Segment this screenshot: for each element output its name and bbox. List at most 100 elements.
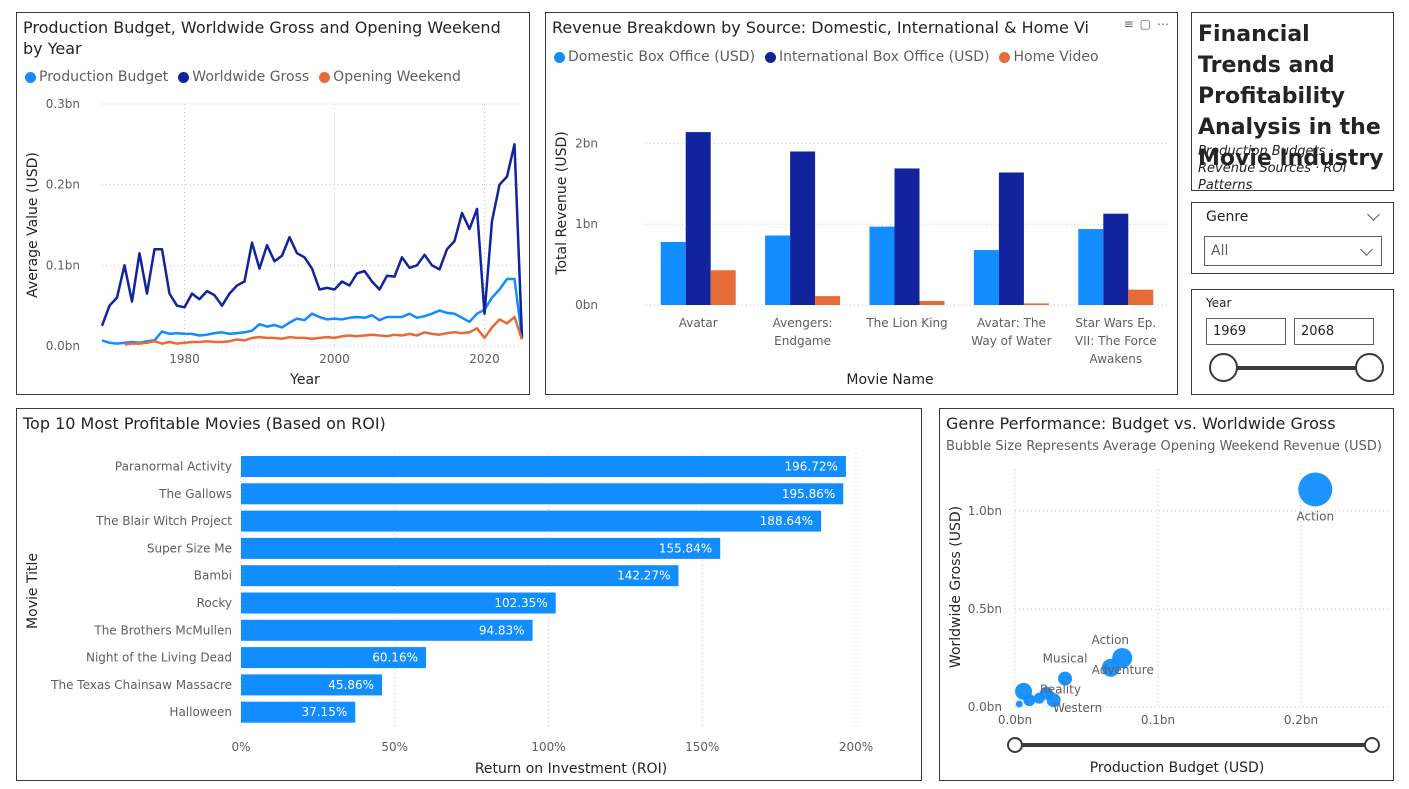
x-tick-label: 2000 <box>319 352 350 366</box>
year-slider-track[interactable] <box>1222 366 1372 370</box>
line-legend-item[interactable]: Production Budget <box>25 69 168 85</box>
year-from-input[interactable]: 1969 <box>1206 318 1286 345</box>
report-subtitle: Production Budgets · Revenue Sources · R… <box>1198 144 1347 193</box>
legend-marker-icon <box>178 71 190 83</box>
column-bar <box>998 172 1024 305</box>
column-bar <box>919 300 945 305</box>
y-axis-title: Movie Title <box>25 553 41 629</box>
genre-dropdown-value: All <box>1211 243 1229 259</box>
y-tick-label: 0.0bn <box>968 700 1002 714</box>
bubble-label: Action <box>1297 509 1335 523</box>
x-category-label: Avengers: <box>773 316 833 330</box>
y-tick-label: 0.0bn <box>46 339 80 353</box>
bar-data-label: 195.86% <box>782 487 835 501</box>
bar-data-label: 94.83% <box>479 623 525 637</box>
roi-bar-panel: Top 10 Most Profitable Movies (Based on … <box>16 408 922 781</box>
series-line <box>100 143 524 338</box>
column-bar <box>1078 229 1104 305</box>
visual-header-icons: ≡ ▢ ⋯ <box>1124 17 1169 31</box>
roi-bar <box>241 565 679 587</box>
y-axis-title: Worldwide Gross (USD) <box>948 506 964 668</box>
year-slider-start-handle[interactable] <box>1209 353 1238 382</box>
x-axis-title: Return on Investment (ROI) <box>475 761 667 777</box>
collapse-chevron-icon[interactable] <box>1367 208 1380 221</box>
x-category-label: Avatar: The <box>977 316 1046 330</box>
year-slicer: Year 1969 2068 <box>1191 289 1394 395</box>
y-category-label: Rocky <box>197 596 232 610</box>
roi-bar-title: Top 10 Most Profitable Movies (Based on … <box>23 414 386 433</box>
bar-data-label: 196.72% <box>785 460 838 474</box>
x-category-label: Awakens <box>1089 352 1142 366</box>
column-chart-panel: Revenue Breakdown by Source: Domestic, I… <box>545 12 1178 395</box>
x-tick-label: 0.1bn <box>1141 713 1175 727</box>
bubble <box>1023 694 1036 707</box>
bubble-label: Western <box>1053 701 1102 715</box>
y-category-label: The Blair Witch Project <box>95 514 232 528</box>
column-bar <box>765 235 791 305</box>
y-category-label: Super Size Me <box>147 541 232 555</box>
bar-data-label: 142.27% <box>617 569 670 583</box>
x-tick-label: 0% <box>231 740 250 754</box>
roi-bar <box>241 592 556 614</box>
legend-marker-icon <box>765 51 777 63</box>
x-category-label: Star Wars Ep. <box>1075 316 1156 330</box>
bubble-label: Reality <box>1040 682 1081 696</box>
line-chart-title-line2: by Year <box>23 39 82 58</box>
bubble-svg: 0.0bn 0.5bn 1.0bn 0.0bn 0.1bn 0.2bn Action Acti… <box>948 469 1390 776</box>
column-legend-item[interactable]: Domestic Box Office (USD) <box>554 49 755 65</box>
legend-label: International Box Office (USD) <box>779 49 990 65</box>
legend-marker-icon <box>554 51 565 63</box>
x-category-label: Avatar <box>679 316 718 330</box>
y-category-label: Bambi <box>194 569 232 583</box>
x-category-label: The Lion King <box>865 316 947 330</box>
roi-bar <box>241 701 356 723</box>
bubble-label: Musical <box>1043 652 1088 666</box>
line-legend-item[interactable]: Worldwide Gross <box>178 69 309 85</box>
genre-dropdown[interactable]: All <box>1204 236 1382 266</box>
line-chart-svg: 0.0bn 0.1bn 0.2bn 0.3bn 1980 2000 2020 Year Aver… <box>25 97 524 388</box>
year-to-input[interactable]: 2068 <box>1294 318 1374 345</box>
year-slider-end-handle[interactable] <box>1355 353 1384 382</box>
x-tick-label: 1980 <box>169 352 200 366</box>
x-tick-label: 100% <box>531 740 565 754</box>
column-legend-item[interactable]: International Box Office (USD) <box>765 49 989 65</box>
roi-bar <box>241 483 844 505</box>
y-tick-label: 0.3bn <box>46 97 80 111</box>
y-category-label: The Brothers McMullen <box>93 623 232 637</box>
line-chart-panel: Production Budget, Worldwide Gross and O… <box>16 12 530 395</box>
line-legend-item[interactable]: Opening Weekend <box>319 69 461 85</box>
column-legend-item[interactable]: Home Video <box>999 49 1099 65</box>
bubble-subtitle: Bubble Size Represents Average Opening W… <box>946 439 1382 454</box>
y-tick-label: 0bn <box>575 298 598 312</box>
column-bar <box>894 168 920 305</box>
bubble <box>1298 472 1333 507</box>
y-axis-title: Total Revenue (USD) <box>554 131 570 275</box>
line-chart-legend: Production Budget Worldwide Gross Opening … <box>25 69 461 85</box>
y-tick-label: 0.5bn <box>968 602 1002 616</box>
column-chart-svg: 0bn 1bn 2bn Avatar Avengers: Endgame The Lion … <box>554 131 1168 388</box>
bubble-label: Adventure <box>1092 663 1154 677</box>
column-bar <box>710 270 736 305</box>
series-line <box>124 315 524 346</box>
column-bar <box>1103 213 1129 305</box>
line-chart-title-line1: Production Budget, Worldwide Gross and O… <box>23 18 501 37</box>
bar-data-label: 188.64% <box>760 514 813 528</box>
x-tick-label: 0.0bn <box>998 713 1032 727</box>
focus-mode-icon[interactable]: ▢ <box>1139 17 1151 31</box>
bubble-title: Genre Performance: Budget vs. Worldwide … <box>946 414 1336 433</box>
y-tick-label: 1.0bn <box>968 504 1002 518</box>
column-bar <box>790 151 816 305</box>
more-options-icon[interactable]: ⋯ <box>1157 17 1169 31</box>
year-slicer-label: Year <box>1206 296 1232 310</box>
roi-bar <box>241 619 533 641</box>
x-axis-title: Year <box>289 372 320 388</box>
x-tick-label: 2020 <box>469 352 500 366</box>
roi-bar <box>241 674 383 696</box>
bubble <box>1015 700 1023 708</box>
bar-data-label: 155.84% <box>659 541 712 555</box>
x-tick-label: 0.2bn <box>1284 713 1318 727</box>
filter-icon[interactable]: ≡ <box>1123 17 1134 31</box>
genre-slicer: Genre All <box>1191 202 1394 274</box>
y-tick-label: 0.2bn <box>46 178 80 192</box>
column-bar <box>685 132 711 305</box>
